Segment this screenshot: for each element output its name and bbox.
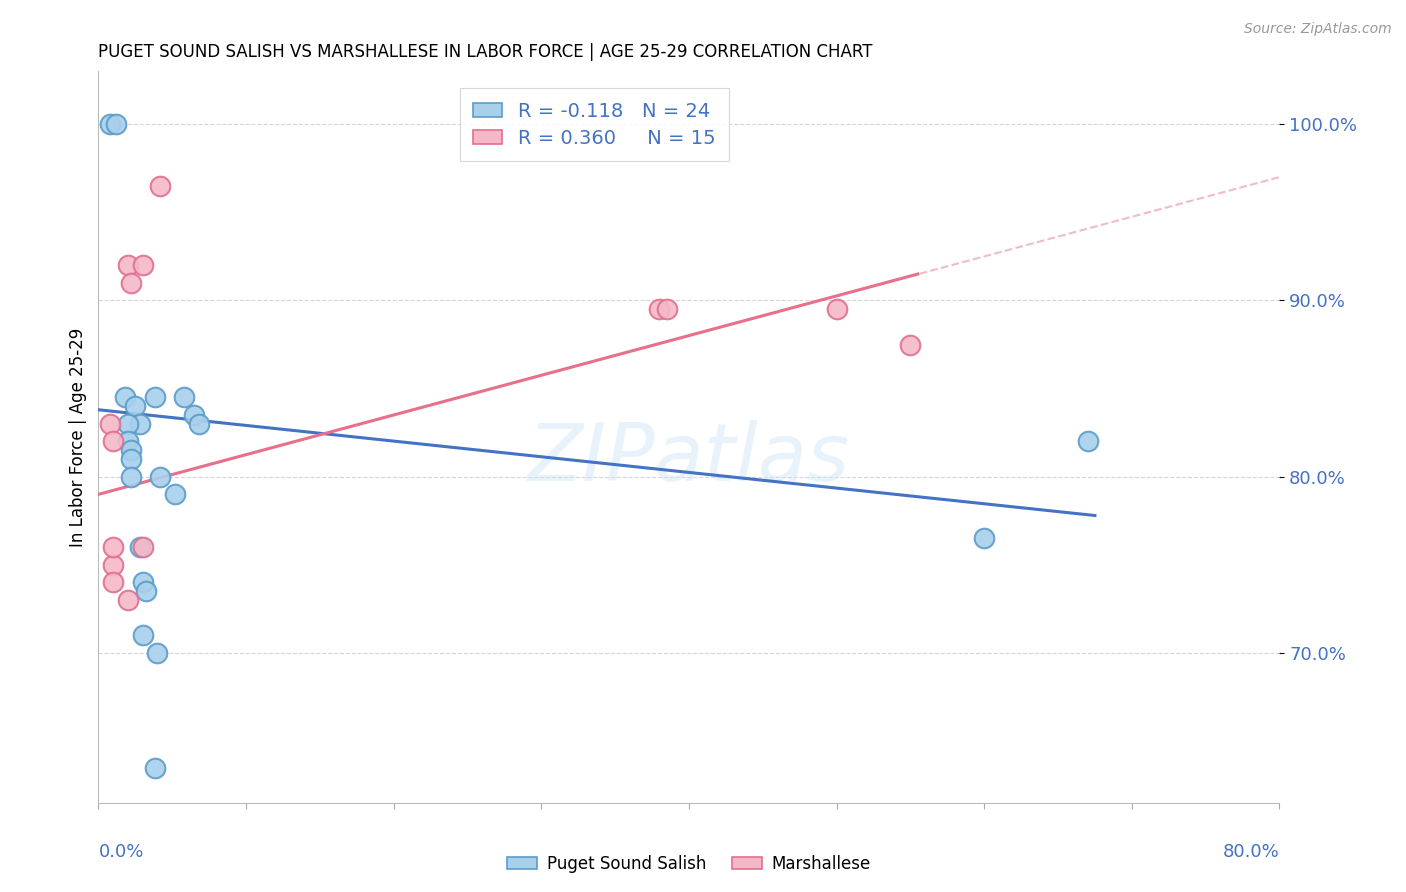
Point [1077, 434, 1099, 449]
Point [655, 302, 678, 317]
Point [103, 575, 125, 590]
Legend: Puget Sound Salish, Marshallese: Puget Sound Salish, Marshallese [501, 848, 877, 880]
Point [117, 417, 139, 431]
Point [132, 628, 155, 642]
Text: 0.0%: 0.0% [98, 843, 143, 861]
Y-axis label: In Labor Force | Age 25-29: In Labor Force | Age 25-29 [69, 327, 87, 547]
Text: PUGET SOUND SALISH VS MARSHALLESE IN LABOR FORCE | AGE 25-29 CORRELATION CHART: PUGET SOUND SALISH VS MARSHALLESE IN LAB… [98, 44, 873, 62]
Point [135, 584, 157, 599]
Point [143, 760, 166, 774]
Text: ZIPatlas: ZIPatlas [527, 420, 851, 498]
Point [165, 487, 187, 501]
Point [117, 258, 139, 272]
Point [900, 337, 922, 351]
Point [128, 417, 150, 431]
Point [120, 276, 142, 290]
Point [132, 540, 155, 554]
Point [103, 540, 125, 554]
Point [98, 117, 121, 131]
Point [149, 469, 172, 483]
Point [103, 434, 125, 449]
Point [143, 391, 166, 405]
Legend: R = -0.118   N = 24, R = 0.360     N = 15: R = -0.118 N = 24, R = 0.360 N = 15 [460, 88, 730, 161]
Text: 80.0%: 80.0% [1223, 843, 1279, 861]
Point [128, 540, 150, 554]
Point [149, 178, 172, 193]
Point [973, 532, 995, 546]
Point [105, 117, 128, 131]
Point [132, 258, 155, 272]
Text: Source: ZipAtlas.com: Source: ZipAtlas.com [1244, 22, 1392, 37]
Point [114, 391, 136, 405]
Point [187, 417, 209, 431]
Point [120, 469, 142, 483]
Point [117, 593, 139, 607]
Point [98, 417, 121, 431]
Point [117, 434, 139, 449]
Point [825, 302, 848, 317]
Point [103, 558, 125, 572]
Point [173, 391, 195, 405]
Point [132, 575, 155, 590]
Point [648, 302, 671, 317]
Point [146, 646, 169, 660]
Point [120, 452, 142, 467]
Point [124, 399, 146, 413]
Point [120, 443, 142, 458]
Point [183, 408, 205, 422]
